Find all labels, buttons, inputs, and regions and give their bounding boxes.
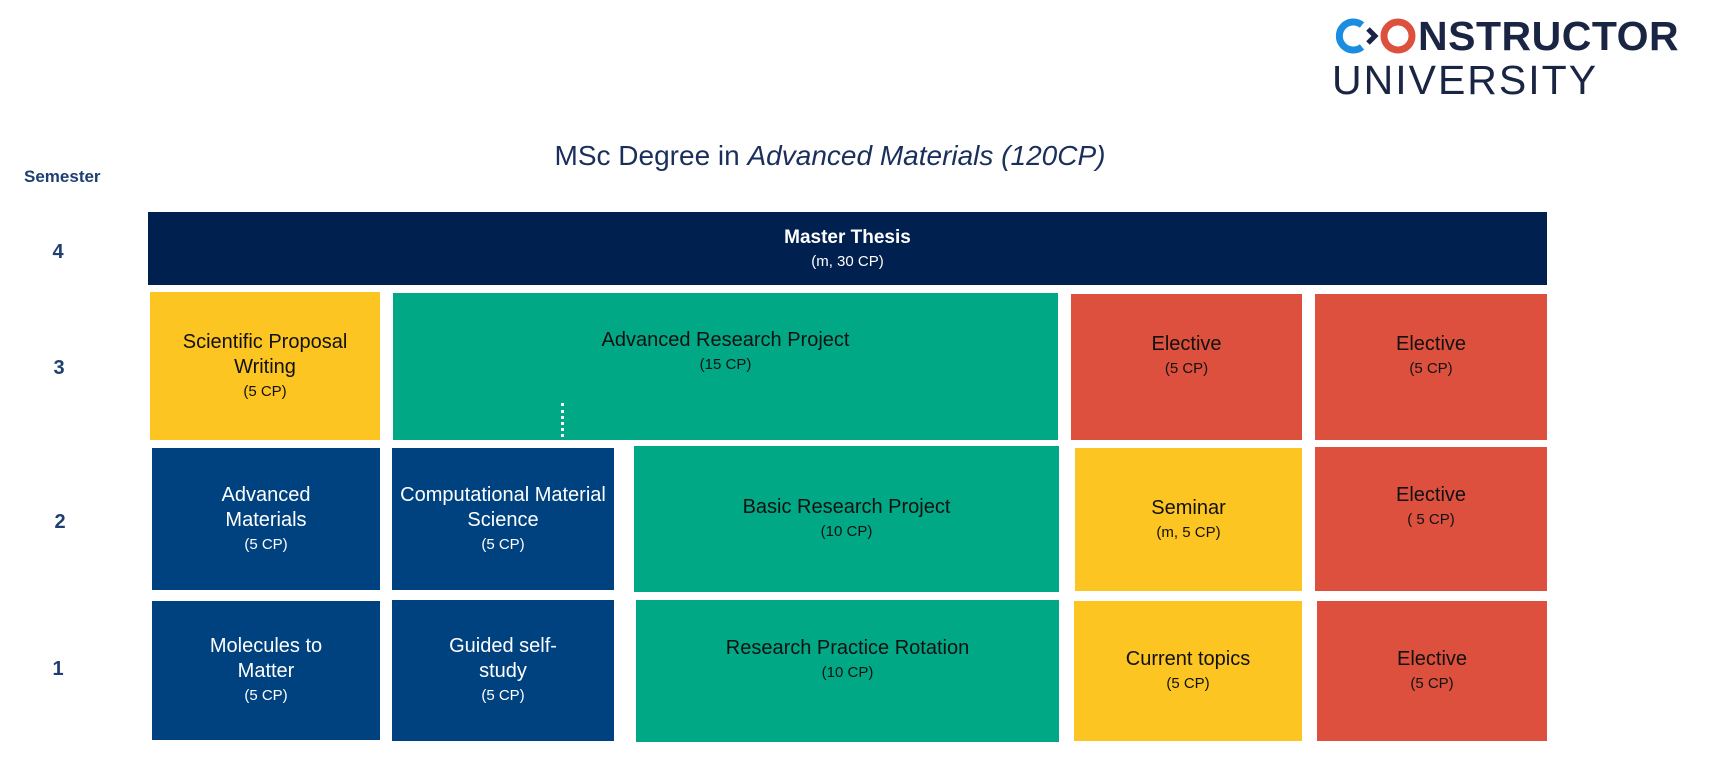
module-cp: (5 CP)	[1164, 360, 1209, 377]
module-elective: Elective (5 CP)	[1317, 601, 1547, 741]
module-title: Master Thesis	[784, 226, 911, 248]
module-guided-self-study: Guided self-study (5 CP)	[392, 600, 614, 741]
module-title: Elective	[1151, 333, 1222, 355]
module-advanced-materials: Advanced Materials (5 CP)	[152, 448, 380, 590]
module-title: Current topics	[1125, 648, 1251, 670]
module-current-topics: Current topics (5 CP)	[1074, 601, 1302, 741]
module-elective: Elective (5 CP)	[1315, 294, 1547, 440]
module-cp: (5 CP)	[1410, 675, 1454, 692]
module-title: Scientific Proposal Writing	[182, 330, 348, 378]
module-research-practice-rotation: Research Practice Rotation (10 CP)	[636, 600, 1059, 742]
module-elective: Elective ( 5 CP)	[1315, 447, 1547, 591]
module-title: Molecules to Matter	[209, 635, 323, 682]
semester-4: 4	[52, 241, 64, 263]
module-cp: (m, 30 CP)	[811, 252, 884, 270]
dotted-divider	[561, 403, 564, 437]
module-cp: (10 CP)	[821, 664, 874, 681]
module-scientific-proposal: Scientific Proposal Writing (5 CP)	[150, 292, 380, 440]
module-cp: (5 CP)	[481, 687, 525, 704]
module-cp: (5 CP)	[244, 535, 288, 553]
module-title: Guided self-study	[449, 635, 557, 682]
module-elective: Elective (5 CP)	[1071, 294, 1302, 440]
module-title: Basic Research Project	[742, 496, 951, 518]
module-title: Research Practice Rotation	[725, 637, 970, 659]
semester-1: 1	[52, 658, 64, 680]
constructor-university-logo: NSTRUCTOR UNIVERSITY	[1332, 14, 1722, 102]
module-cp: ( 5 CP)	[1407, 511, 1455, 528]
semester-3: 3	[53, 357, 65, 379]
module-master-thesis: Master Thesis (m, 30 CP)	[148, 212, 1547, 285]
module-molecules-to-matter: Molecules to Matter (5 CP)	[152, 601, 380, 740]
page-title: MSc Degree in Advanced Materials (120CP)	[554, 140, 1106, 171]
module-cp: (m, 5 CP)	[1156, 523, 1221, 541]
module-cp: (10 CP)	[820, 523, 873, 540]
module-title: Elective	[1396, 648, 1468, 670]
module-cp: (5 CP)	[1409, 360, 1453, 377]
module-title: Elective	[1395, 484, 1467, 506]
logo-mark-icon	[1335, 18, 1416, 54]
logo-university-text: UNIVERSITY	[1332, 57, 1599, 103]
module-title: Computational Material Science	[400, 483, 606, 531]
module-cp: (5 CP)	[243, 382, 287, 400]
module-seminar: Seminar (m, 5 CP)	[1075, 448, 1302, 591]
module-advanced-research: Advanced Research Project (15 CP)	[393, 293, 1058, 440]
semester-label: Semester	[24, 167, 101, 186]
module-cp: (15 CP)	[699, 356, 752, 373]
module-title: Seminar	[1151, 496, 1226, 519]
module-cp: (5 CP)	[1166, 675, 1210, 692]
module-basic-research: Basic Research Project (10 CP)	[634, 446, 1059, 592]
semester-2: 2	[54, 511, 66, 533]
module-cp: (5 CP)	[244, 687, 288, 704]
module-cp: (5 CP)	[481, 535, 525, 553]
module-title: Advanced Research Project	[601, 329, 850, 351]
module-title: Elective	[1395, 333, 1467, 355]
module-title: Advanced Materials	[221, 483, 311, 531]
module-computational-material-science: Computational Material Science (5 CP)	[392, 448, 614, 590]
